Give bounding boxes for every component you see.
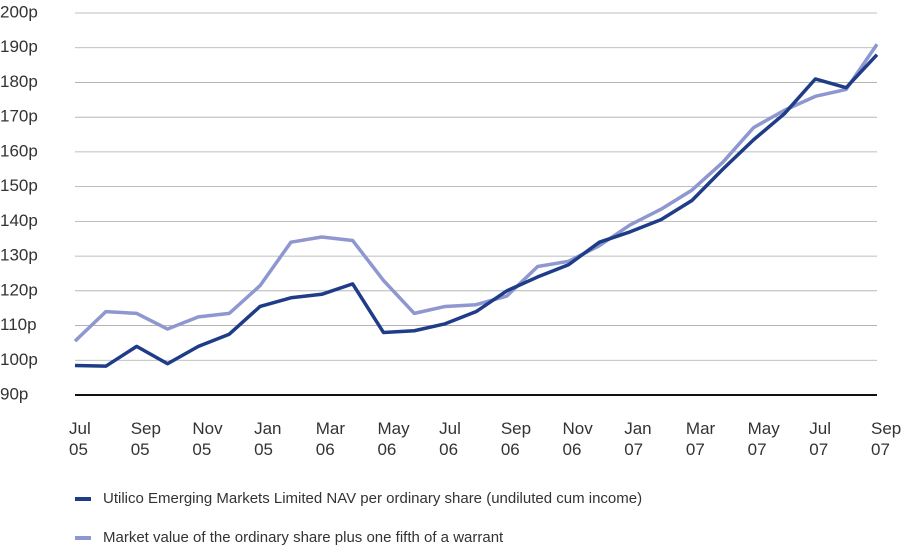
x-tick-label: Jul 06 <box>439 419 461 459</box>
x-tick-label: Jul 05 <box>69 419 91 459</box>
x-tick-label: Nov 06 <box>562 419 593 459</box>
x-tick-label: Sep 07 <box>871 419 902 459</box>
x-tick-label: Sep 05 <box>130 419 161 459</box>
x-tick-label: Sep 06 <box>500 419 532 459</box>
legend-label: Market value of the ordinary share plus … <box>103 529 504 546</box>
x-tick-label: Nov 05 <box>192 419 223 459</box>
y-tick-label: 180p <box>0 72 38 91</box>
y-tick-label: 170p <box>0 107 38 126</box>
x-tick-label: May 07 <box>747 419 780 459</box>
x-tick-label: Mar 06 <box>315 419 346 459</box>
y-tick-label: 160p <box>0 141 38 160</box>
x-tick-label: Mar 07 <box>685 419 716 459</box>
y-tick-label: 140p <box>0 211 38 230</box>
y-tick-label: 150p <box>0 176 38 195</box>
y-tick-label: 100p <box>0 350 38 369</box>
y-tick-label: 90p <box>0 384 28 403</box>
series-line <box>73 43 879 343</box>
y-tick-label: 190p <box>0 37 38 56</box>
series-line <box>74 53 879 368</box>
x-tick-label: Jan 07 <box>624 419 652 459</box>
x-tick-label: Jan 05 <box>254 419 282 459</box>
legend-label: Utilico Emerging Markets Limited NAV per… <box>103 490 642 507</box>
y-tick-label: 120p <box>0 280 38 299</box>
x-tick-label: Jul 07 <box>809 419 832 459</box>
y-tick-label: 110p <box>0 315 37 334</box>
y-tick-label: 200p <box>0 2 38 21</box>
y-tick-label: 130p <box>0 246 38 265</box>
x-tick-label: May 06 <box>377 419 410 459</box>
